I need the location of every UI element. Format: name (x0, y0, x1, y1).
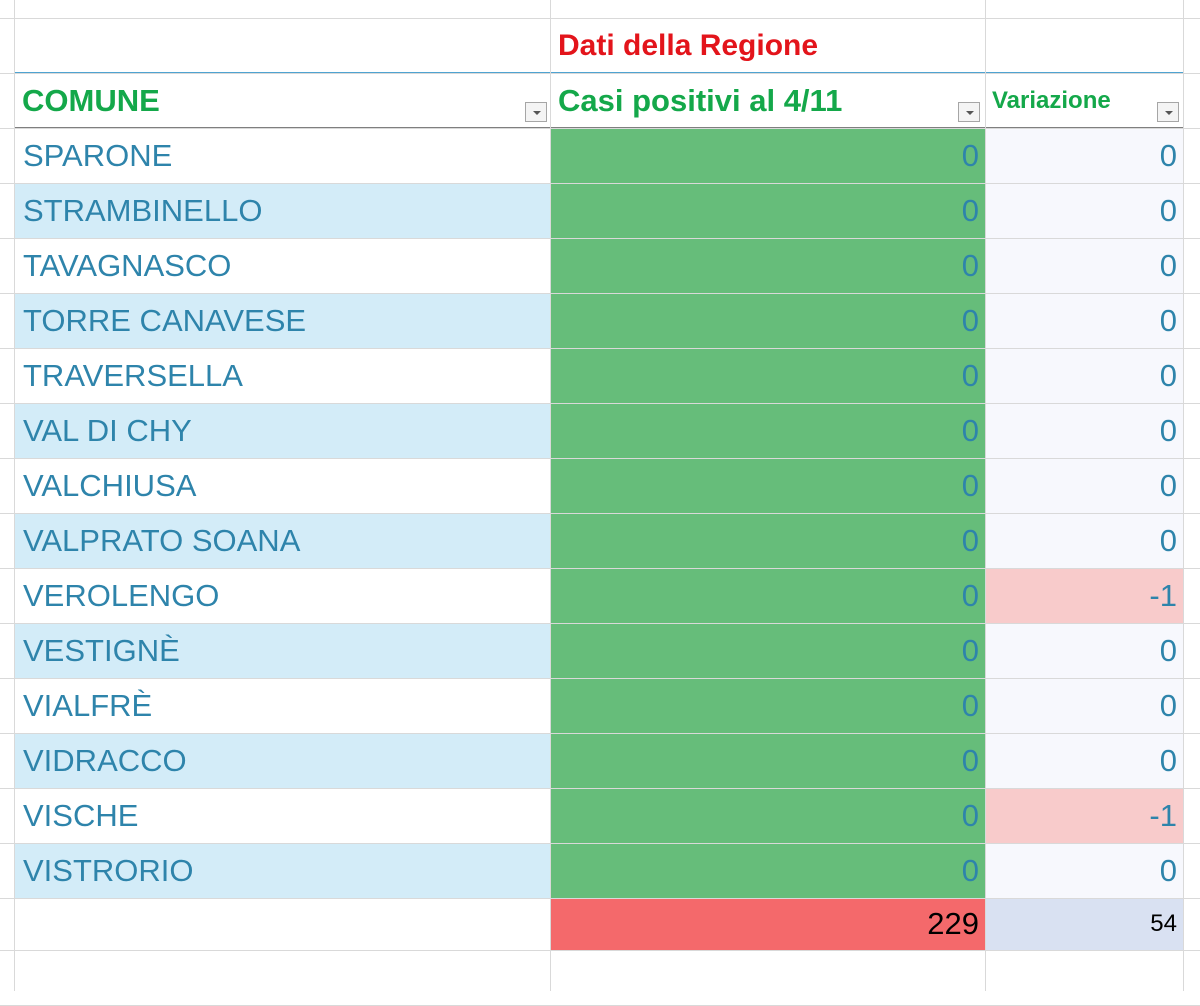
grid-line (0, 183, 1200, 184)
row-name: STRAMBINELLO (15, 183, 550, 238)
grid-line (0, 678, 1200, 679)
total-cases: 229 (551, 898, 985, 950)
filter-button[interactable] (1157, 102, 1179, 122)
cases-value: 0 (551, 403, 985, 458)
row-name: TORRE CANAVESE (15, 293, 550, 348)
variation-value: -1 (986, 568, 1183, 623)
grid-line (0, 73, 1200, 74)
cases-value: 0 (551, 293, 985, 348)
grid-line (985, 0, 986, 991)
row-name: VESTIGNÈ (15, 623, 550, 678)
grid-line (1183, 0, 1184, 991)
grid-line (0, 238, 1200, 239)
variation-value: 0 (986, 843, 1183, 898)
grid-line (0, 623, 1200, 624)
grid-line (0, 293, 1200, 294)
variation-value: 0 (986, 733, 1183, 788)
variation-value: 0 (986, 183, 1183, 238)
row-name: VAL DI CHY (15, 403, 550, 458)
variation-value: -1 (986, 788, 1183, 843)
variation-value: 0 (986, 128, 1183, 183)
filter-button[interactable] (525, 102, 547, 122)
grid-line (14, 0, 15, 991)
column-header: Variazione (992, 86, 1111, 114)
row-name: VALPRATO SOANA (15, 513, 550, 568)
cases-value: 0 (551, 128, 985, 183)
grid-line (0, 733, 1200, 734)
cases-value: 0 (551, 458, 985, 513)
row-name: TAVAGNASCO (15, 238, 550, 293)
column-header: Casi positivi al 4/11 (558, 82, 843, 118)
grid-line (0, 843, 1200, 844)
variation-value: 0 (986, 238, 1183, 293)
grid-line (0, 898, 1200, 899)
grid-line (0, 128, 1200, 129)
variation-value: 0 (986, 348, 1183, 403)
grid-line (0, 513, 1200, 514)
grid-line (0, 348, 1200, 349)
cases-value: 0 (551, 788, 985, 843)
variation-value: 0 (986, 403, 1183, 458)
cases-value: 0 (551, 183, 985, 238)
variation-value: 0 (986, 513, 1183, 568)
cases-value: 0 (551, 348, 985, 403)
row-name: TRAVERSELLA (15, 348, 550, 403)
sort-button[interactable] (958, 102, 980, 122)
cases-value: 0 (551, 513, 985, 568)
grid-line (550, 0, 551, 991)
cases-value: 0 (551, 568, 985, 623)
region-label: Dati della Regione (558, 28, 819, 62)
grid-line (0, 403, 1200, 404)
cases-value: 0 (551, 843, 985, 898)
row-name: VIDRACCO (15, 733, 550, 788)
header-border (14, 72, 1183, 73)
grid-line (0, 458, 1200, 459)
variation-value: 0 (986, 623, 1183, 678)
total-variation: 54 (986, 898, 1183, 950)
variation-value: 0 (986, 458, 1183, 513)
cases-value: 0 (551, 238, 985, 293)
row-name: VEROLENGO (15, 568, 550, 623)
row-name: VISCHE (15, 788, 550, 843)
column-header: COMUNE (22, 82, 160, 118)
cases-value: 0 (551, 623, 985, 678)
cases-value: 0 (551, 678, 985, 733)
grid-line (0, 18, 1200, 19)
row-name: VALCHIUSA (15, 458, 550, 513)
grid-line (0, 568, 1200, 569)
row-name: SPARONE (15, 128, 550, 183)
grid-line (0, 950, 1200, 951)
row-name: VIALFRÈ (15, 678, 550, 733)
row-name: VISTRORIO (15, 843, 550, 898)
cases-value: 0 (551, 733, 985, 788)
grid-line (0, 788, 1200, 789)
variation-value: 0 (986, 678, 1183, 733)
variation-value: 0 (986, 293, 1183, 348)
